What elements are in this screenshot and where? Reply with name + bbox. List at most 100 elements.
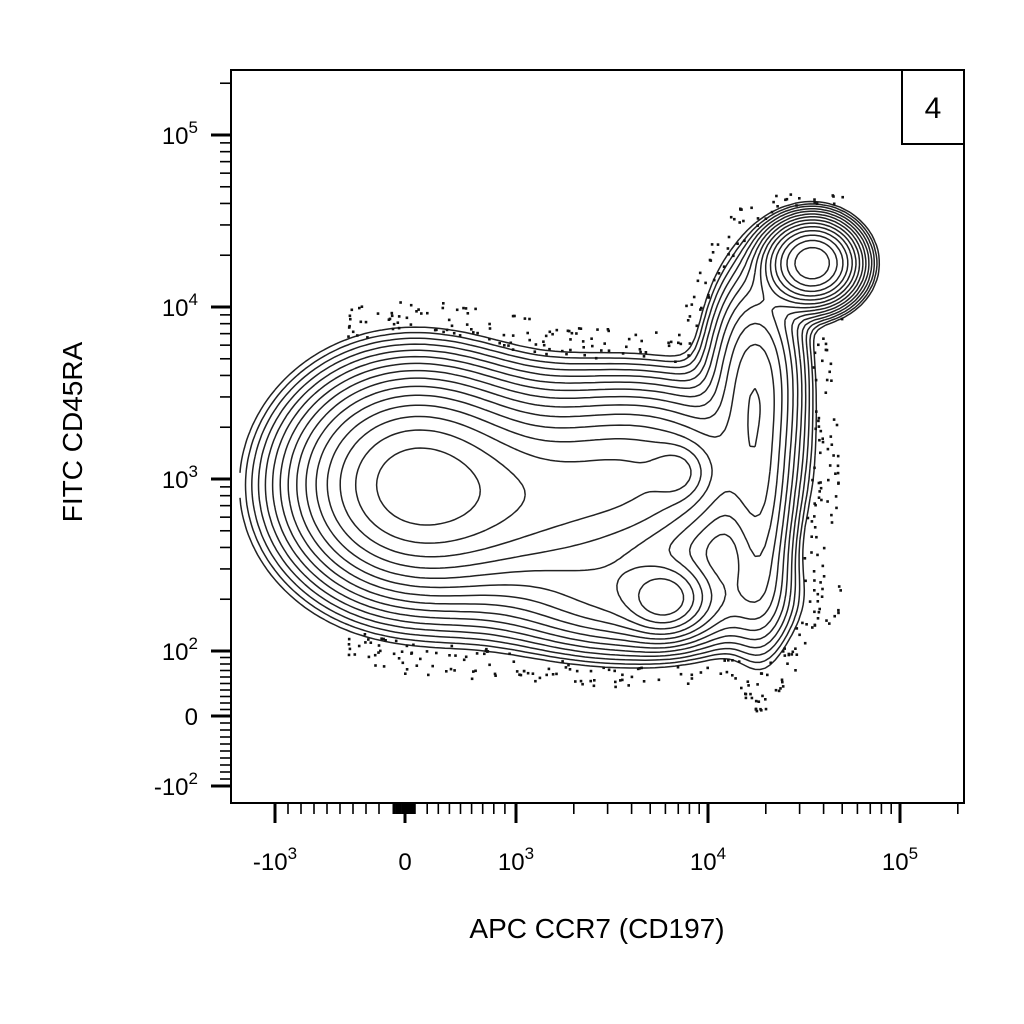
event-dot	[518, 673, 521, 676]
event-dot	[798, 197, 801, 200]
event-dot	[836, 464, 840, 468]
event-dot	[830, 379, 833, 382]
event-dot	[816, 617, 820, 620]
y-tick-label: 0	[185, 704, 198, 731]
event-dot	[813, 198, 816, 201]
event-dot	[464, 307, 468, 310]
event-dot	[498, 341, 501, 345]
event-dot	[642, 680, 646, 683]
event-dot	[699, 671, 703, 674]
event-dot	[581, 340, 585, 343]
event-dot	[674, 360, 677, 363]
event-dot	[382, 665, 386, 668]
event-dot	[594, 356, 598, 360]
event-dot	[813, 624, 817, 627]
event-dot	[555, 328, 559, 332]
y-tick-label: 104	[162, 290, 198, 322]
event-dot	[391, 327, 395, 331]
event-dot	[816, 553, 819, 557]
event-dot	[575, 669, 579, 673]
x-axis-title: APC CCR7 (CD197)	[469, 913, 724, 944]
panel-label-box: 4	[901, 69, 965, 145]
event-dot	[700, 306, 703, 310]
event-dot	[750, 696, 754, 700]
event-dot	[821, 440, 825, 444]
event-dot	[465, 323, 469, 326]
event-dot	[359, 320, 363, 324]
event-dot	[396, 321, 400, 324]
event-dot	[639, 350, 642, 354]
event-dot	[829, 435, 833, 438]
event-dot	[374, 664, 377, 667]
event-dot	[561, 660, 564, 663]
event-dot	[840, 317, 844, 321]
event-dot	[442, 302, 445, 305]
event-dot	[592, 684, 596, 688]
event-dot	[813, 610, 816, 614]
event-dot	[729, 215, 733, 219]
event-dot	[485, 647, 488, 651]
event-dot	[731, 674, 734, 677]
contour-level	[244, 203, 878, 665]
event-dot	[699, 308, 702, 311]
y-axis-title: FITC CD45RA	[57, 341, 88, 522]
event-dot	[813, 466, 816, 470]
event-dot	[621, 673, 624, 677]
event-dot	[772, 200, 775, 204]
event-dot	[574, 680, 577, 683]
event-dot	[466, 312, 470, 315]
event-dot	[813, 589, 816, 592]
event-dot	[373, 653, 377, 657]
event-dot	[409, 303, 413, 307]
event-dot	[657, 678, 661, 682]
event-dot	[384, 639, 387, 642]
y-tick-label: 102	[162, 634, 198, 666]
event-dot	[347, 335, 350, 338]
event-dot	[450, 644, 454, 648]
event-dot	[739, 207, 742, 211]
event-dot	[834, 495, 838, 498]
event-dot	[526, 671, 530, 675]
event-dot	[764, 707, 768, 711]
event-dot	[769, 661, 772, 665]
contour-level	[251, 205, 876, 661]
event-dot	[726, 247, 730, 250]
event-dot	[804, 579, 807, 583]
event-dot	[740, 686, 743, 690]
event-dot	[820, 498, 823, 502]
event-dot	[839, 589, 842, 592]
event-dot	[824, 391, 828, 394]
event-dot	[350, 308, 354, 312]
event-dot	[817, 416, 821, 420]
event-dot	[731, 659, 734, 662]
event-dot	[545, 352, 548, 356]
event-dot	[575, 332, 578, 335]
event-dot	[780, 678, 784, 682]
event-dot	[704, 281, 707, 285]
event-dot	[363, 633, 367, 636]
event-dot	[821, 564, 825, 568]
event-dot	[533, 350, 537, 353]
event-dot	[776, 205, 779, 208]
event-dot	[707, 293, 710, 297]
event-dot	[817, 343, 820, 347]
event-dot	[493, 672, 497, 676]
event-dot	[382, 637, 385, 641]
event-dot	[515, 670, 519, 673]
event-dot	[614, 680, 617, 684]
event-dot	[669, 340, 673, 344]
event-dot	[488, 337, 491, 341]
event-dot	[749, 692, 752, 696]
event-dot	[813, 515, 816, 518]
event-dot	[754, 708, 758, 711]
event-dot	[775, 194, 778, 198]
event-dot	[690, 677, 694, 680]
event-dot	[488, 327, 492, 330]
event-dot	[791, 650, 795, 654]
event-dot	[634, 333, 638, 337]
event-dot	[452, 332, 456, 335]
event-dot	[816, 600, 820, 603]
event-dot	[688, 315, 692, 318]
event-dot	[747, 684, 750, 687]
contour-level	[339, 239, 838, 558]
